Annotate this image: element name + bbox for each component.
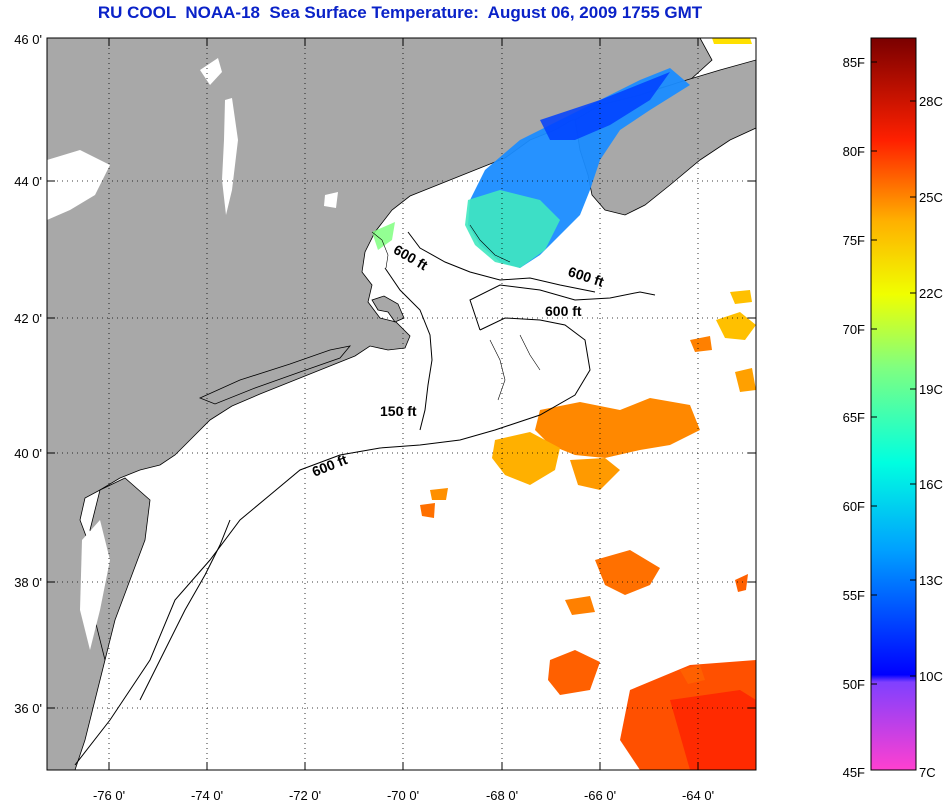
lon-tick-label: -76 0'	[93, 788, 125, 803]
colorbar-f-label: 70F	[843, 322, 865, 337]
tick-marks	[47, 38, 756, 770]
colorbar-f-label: 55F	[843, 588, 865, 603]
lon-tick-label: -66 0'	[584, 788, 616, 803]
land-long-island	[198, 345, 352, 405]
colorbar-c-label: 13C	[919, 573, 943, 588]
land-cape-cod	[371, 295, 405, 323]
colorbar-ticks	[871, 61, 916, 685]
colorbar-f-label: 85F	[843, 55, 865, 70]
colorbar-f-label: 80F	[843, 144, 865, 159]
lon-tick-label: -68 0'	[486, 788, 518, 803]
lake-ontario-edge	[47, 150, 110, 220]
colorbar-f-label: 75F	[843, 233, 865, 248]
colorbar-c-label: 16C	[919, 477, 943, 492]
lat-tick-label: 38 0'	[14, 575, 42, 590]
sst-gom-western	[372, 222, 395, 250]
plot-frame	[46, 37, 757, 771]
colorbar-c-label: 25C	[919, 190, 943, 205]
latitude-labels: 46 0' 44 0' 42 0' 40 0' 38 0' 36 0'	[14, 32, 42, 716]
colorbar-c-label: 28C	[919, 94, 943, 109]
lon-tick-label: -70 0'	[387, 788, 419, 803]
lake-small-1	[200, 58, 222, 85]
lat-tick-label: 40 0'	[14, 446, 42, 461]
sst-gom-deep	[540, 72, 670, 140]
colorbar-c-label: 19C	[919, 382, 943, 397]
lake-small-2	[324, 192, 338, 208]
contour-label-600ft-georges: 600 ft	[545, 303, 582, 319]
graticule	[47, 38, 756, 770]
lake-champlain	[222, 98, 238, 215]
map-title: RU COOL NOAA-18 Sea Surface Temperature:…	[97, 3, 703, 22]
lat-tick-label: 46 0'	[14, 32, 42, 47]
colorbar-f-label: 50F	[843, 677, 865, 692]
colorbar-c-label: 10C	[919, 669, 943, 684]
lon-tick-label: -64 0'	[682, 788, 714, 803]
colorbar-c-labels: 28C 25C 22C 19C 16C 13C 10C 7C	[919, 94, 943, 780]
lon-tick-label: -74 0'	[191, 788, 223, 803]
contour-label-150ft: 150 ft	[380, 403, 417, 419]
lat-tick-label: 42 0'	[14, 311, 42, 326]
lat-tick-label: 44 0'	[14, 174, 42, 189]
colorbar-f-label: 65F	[843, 410, 865, 425]
colorbar-f-label: 60F	[843, 499, 865, 514]
sst-warm-patches	[420, 38, 756, 770]
colorbar-f-labels: 85F 80F 75F 70F 65F 60F 55F 50F 45F	[843, 55, 865, 780]
colorbar	[870, 37, 917, 771]
lon-tick-label: -72 0'	[289, 788, 321, 803]
colorbar-c-label: 7C	[919, 765, 936, 780]
lat-tick-label: 36 0'	[14, 701, 42, 716]
longitude-labels: -76 0' -74 0' -72 0' -70 0' -68 0' -66 0…	[93, 788, 714, 803]
colorbar-f-label: 45F	[843, 765, 865, 780]
chesapeake-bay	[80, 520, 110, 650]
colorbar-c-label: 22C	[919, 286, 943, 301]
coast-detail-lines	[371, 224, 541, 401]
